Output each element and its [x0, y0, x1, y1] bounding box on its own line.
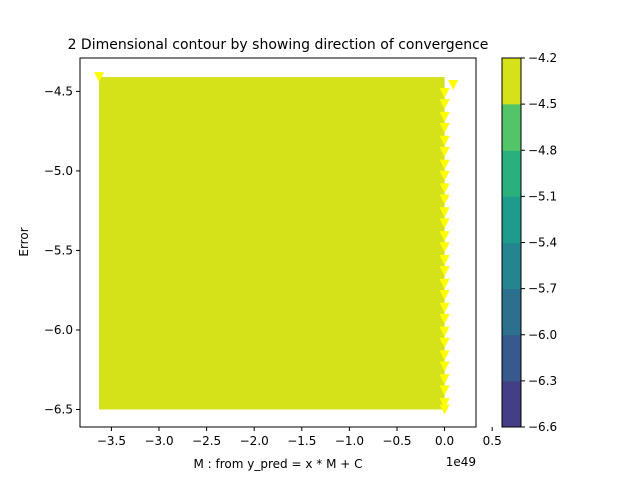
path-marker	[439, 404, 450, 415]
x-axis-label: M : from y_pred = x * M + C	[194, 457, 363, 471]
plot-area	[94, 72, 459, 415]
x-tick-label: −3.5	[97, 434, 126, 448]
y-tick-label: −6.0	[44, 323, 73, 337]
y-axis: −4.5 −5.0 −5.5 −6.0 −6.5	[44, 84, 80, 417]
colorbar-tick-label: −5.4	[528, 236, 557, 250]
path-marker	[439, 374, 450, 385]
path-marker	[439, 99, 450, 110]
x-tick-label: −0.5	[382, 434, 411, 448]
path-marker	[439, 122, 450, 133]
y-axis-label: Error	[17, 227, 31, 256]
path-marker	[439, 337, 450, 348]
colorbar-band	[502, 242, 521, 290]
path-marker	[439, 385, 450, 396]
colorbar-tick-label: −4.8	[528, 143, 557, 157]
colorbar-tick-label: −6.6	[528, 420, 557, 434]
x-tick-label: −1.0	[335, 434, 364, 448]
x-tick-label: −2.0	[240, 434, 269, 448]
path-marker	[439, 326, 450, 337]
path-marker	[439, 146, 450, 157]
colorbar-tick-label: −4.2	[528, 51, 557, 65]
colorbar-tick-label: −5.7	[528, 282, 557, 296]
path-marker	[439, 313, 450, 324]
colorbar-band	[502, 288, 521, 336]
path-marker	[439, 207, 450, 218]
path-marker	[439, 194, 450, 205]
colorbar-band	[502, 150, 521, 197]
path-marker	[439, 111, 450, 122]
path-marker	[439, 266, 450, 277]
path-marker	[439, 289, 450, 300]
path-marker	[439, 231, 450, 242]
colorbar-tick-label: −5.1	[528, 189, 557, 203]
path-marker	[439, 242, 450, 253]
colorbar-band	[502, 380, 521, 428]
colorbar-band	[502, 104, 521, 151]
path-marker	[439, 170, 450, 181]
path-marker	[448, 80, 459, 91]
colorbar-tick-label: −6.3	[528, 374, 557, 388]
x-tick-label: 0.0	[435, 434, 454, 448]
path-marker	[439, 254, 450, 265]
x-axis: −3.5 −3.0 −2.5 −2.0 −1.5 −1.0 −0.5 0.0 0.5	[97, 427, 502, 448]
colorbar-tick-label: −6.0	[528, 328, 557, 342]
path-marker	[439, 135, 450, 146]
x-tick-label: 0.5	[483, 434, 502, 448]
path-marker	[94, 72, 105, 83]
path-marker	[439, 218, 450, 229]
plot-frame	[79, 57, 477, 428]
colorbar: −6.6 −6.3 −6.0 −5.7 −5.4 −5.1 −4.8 −4.5 −4.2	[501, 51, 557, 434]
path-marker	[439, 398, 450, 409]
path-marker	[439, 183, 450, 194]
y-tick-label: −5.5	[44, 243, 73, 257]
path-marker	[439, 361, 450, 372]
path-marker	[439, 278, 450, 289]
path-marker	[439, 350, 450, 361]
chart-title: 2 Dimensional contour by showing directi…	[68, 37, 489, 53]
y-tick-label: −4.5	[44, 84, 73, 98]
x-tick-label: −3.0	[144, 434, 173, 448]
x-tick-label: −2.5	[192, 434, 221, 448]
y-tick-label: −5.0	[44, 164, 73, 178]
colorbar-tick-label: −4.5	[528, 97, 557, 111]
y-tick-label: −6.5	[44, 403, 73, 417]
path-marker	[439, 87, 450, 98]
colorbar-band	[502, 196, 521, 243]
contour-fill	[99, 77, 445, 410]
x-tick-label: −1.5	[287, 434, 316, 448]
x-axis-offset-label: 1e49	[446, 455, 476, 469]
path-marker	[439, 302, 450, 313]
colorbar-band	[502, 334, 521, 382]
path-marker	[439, 159, 450, 170]
colorbar-band	[502, 58, 521, 105]
